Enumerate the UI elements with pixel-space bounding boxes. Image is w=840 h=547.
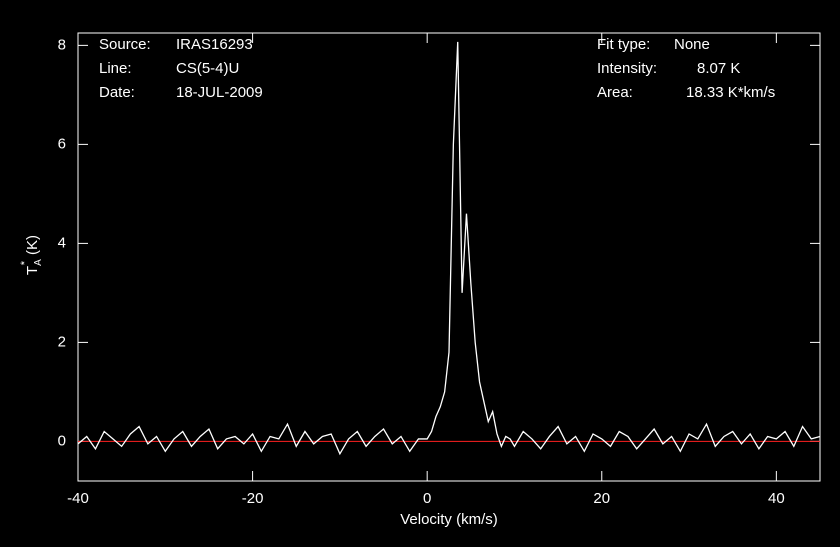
x-tick-label: -40 — [67, 490, 89, 507]
info-label: Line: — [99, 60, 132, 77]
x-tick-label: 20 — [593, 490, 610, 507]
y-axis-label-text: TA* (K) — [19, 235, 44, 275]
y-tick-label: 2 — [58, 333, 66, 350]
y-label-unit: (K) — [24, 235, 41, 255]
info-value: 18-JUL-2009 — [176, 84, 263, 101]
info-value: 8.07 K — [697, 60, 740, 77]
info-value: None — [674, 36, 710, 53]
y-axis-label: TA* (K) — [19, 235, 44, 275]
info-value: IRAS16293 — [176, 36, 253, 53]
y-tick-label: 8 — [58, 36, 66, 53]
y-label-sup: * — [19, 260, 31, 265]
x-tick-label: 40 — [768, 490, 785, 507]
info-label: Area: — [597, 84, 633, 101]
info-value: 18.33 K*km/s — [686, 84, 775, 101]
x-tick-label: 0 — [423, 490, 431, 507]
y-label-sub: A — [33, 259, 44, 266]
info-label: Source: — [99, 36, 151, 53]
y-label-main: T — [24, 266, 41, 275]
info-value: CS(5-4)U — [176, 60, 239, 77]
spectrum-line — [77, 41, 821, 456]
y-tick-label: 6 — [58, 135, 66, 152]
info-label: Fit type: — [597, 36, 650, 53]
y-tick-label: 0 — [58, 432, 66, 449]
x-tick-label: -20 — [242, 490, 264, 507]
plot-frame — [77, 32, 821, 482]
info-label: Date: — [99, 84, 135, 101]
x-axis-label: Velocity (km/s) — [400, 511, 498, 528]
y-tick-label: 4 — [58, 234, 66, 251]
info-label: Intensity: — [597, 60, 657, 77]
